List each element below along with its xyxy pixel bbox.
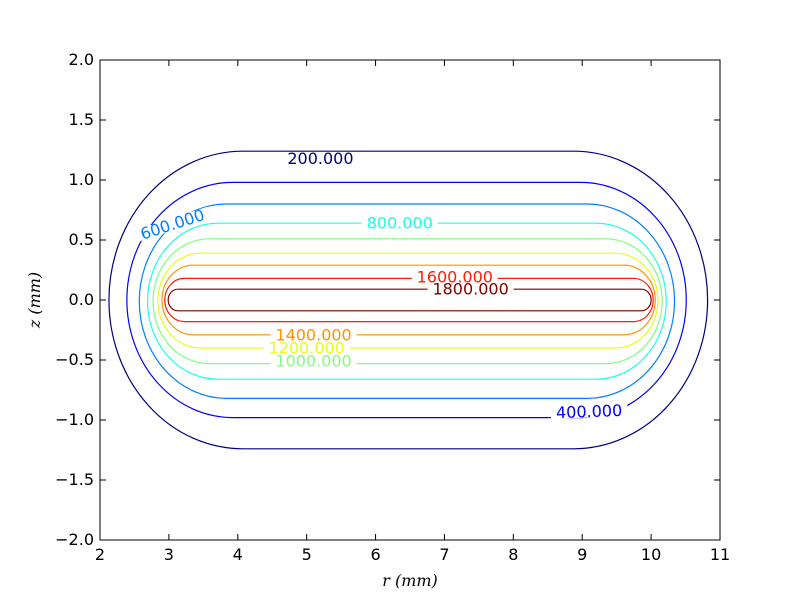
y-tick-label: −2.0 — [55, 530, 94, 549]
contour-label: 1600.000 — [417, 268, 493, 287]
contour-label-gap — [282, 152, 359, 165]
contour-line-400 — [126, 181, 687, 419]
contour-line-1800 — [167, 288, 652, 312]
contour-label: 800.000 — [367, 214, 433, 233]
contour-line-1600 — [164, 277, 654, 323]
x-tick-label: 6 — [370, 545, 380, 564]
y-axis-label: z (mm) — [25, 272, 44, 329]
contour-line-800 — [146, 222, 667, 380]
contour-label-group: 1800.000 — [427, 280, 514, 299]
contour-label-gap — [270, 355, 357, 368]
contour-label-group: 1600.000 — [411, 268, 498, 287]
y-tick-label: 1.0 — [69, 170, 94, 189]
contour-line-1200 — [157, 252, 659, 349]
contour-label-gap — [427, 283, 514, 296]
contour-line-200 — [108, 150, 709, 450]
y-tick-label: −1.5 — [55, 470, 94, 489]
contour-labels: 200.000 400.000 600.000 800.000 1000.0001200… — [134, 149, 628, 422]
axes-frame — [99, 59, 721, 541]
contour-line-1000 — [152, 238, 663, 365]
contour-label-group: 400.000 — [550, 401, 628, 422]
x-axis-label: r (mm) — [382, 571, 438, 590]
contour-label-group: 1400.000 — [270, 325, 357, 344]
contour-label-gap — [270, 328, 357, 341]
contour-label: 400.000 — [556, 401, 623, 422]
y-tick-label: 0.0 — [69, 290, 94, 309]
contour-label-group: 200.000 — [282, 149, 359, 168]
contour-label-gap — [550, 404, 628, 419]
contour-label: 200.000 — [287, 149, 353, 168]
contour-label-group: 1200.000 — [263, 339, 350, 358]
x-tick-label: 11 — [710, 545, 730, 564]
x-tick-label: 3 — [164, 545, 174, 564]
contour-label: 600.000 — [138, 205, 207, 244]
contour-label-gap — [361, 217, 438, 230]
x-tick-label: 7 — [439, 545, 449, 564]
contour-label-gap — [263, 342, 350, 354]
x-tick-label: 10 — [641, 545, 661, 564]
contour-label-group: 1000.000 — [270, 352, 357, 371]
x-tick-label: 5 — [302, 545, 312, 564]
y-tick-label: −1.0 — [55, 410, 94, 429]
y-tick-label: 2.0 — [69, 50, 94, 69]
y-tick-label: 0.5 — [69, 230, 94, 249]
y-tick-label: 1.5 — [69, 110, 94, 129]
contour-label-group: 800.000 — [361, 214, 438, 233]
contour-line-600 — [138, 203, 676, 399]
contour-label-gap — [134, 206, 211, 242]
x-tick-label: 8 — [508, 545, 518, 564]
contour-label: 1000.000 — [275, 352, 351, 371]
contour-label: 1400.000 — [275, 325, 351, 344]
x-tick-label: 4 — [233, 545, 243, 564]
axis-ticks: 2 3 4 5 6 7 8 9 10 11 −2.0 −1.5 −1.0 −0.5 0.0 0.5 1.0 1.5… — [55, 50, 730, 564]
y-tick-label: −0.5 — [55, 350, 94, 369]
contour-line-1400 — [161, 264, 656, 336]
contour-label: 1800.000 — [432, 280, 508, 299]
x-tick-label: 9 — [577, 545, 587, 564]
contour-label-gap — [411, 271, 498, 284]
x-tick-label: 2 — [95, 545, 105, 564]
contour-lines — [108, 150, 709, 450]
contour-label: 1200.000 — [268, 339, 344, 358]
